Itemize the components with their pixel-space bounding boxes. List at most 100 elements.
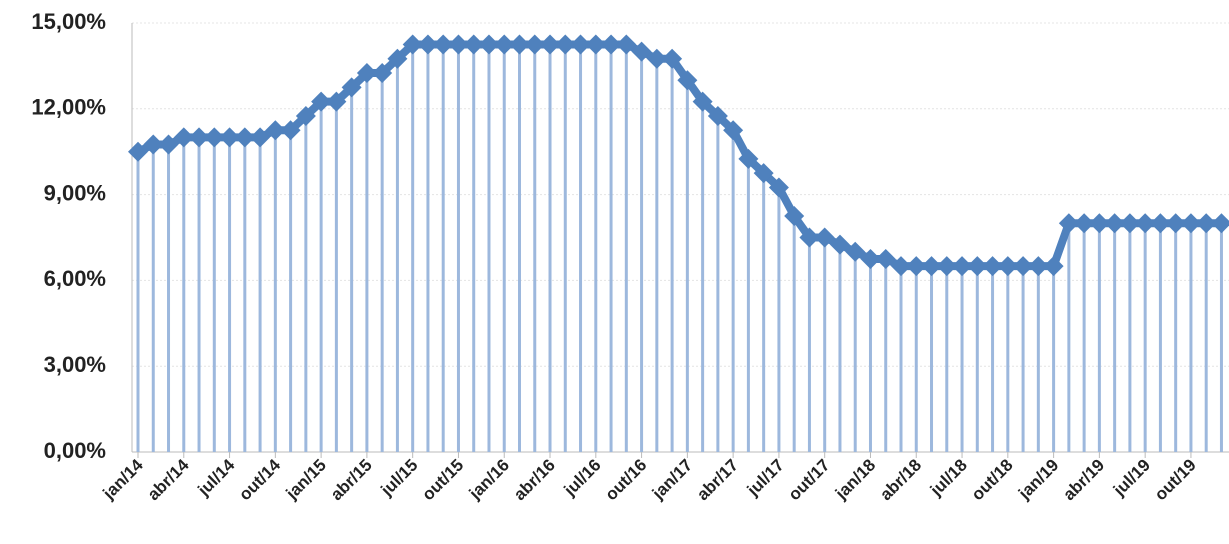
- marker: [417, 34, 438, 55]
- marker: [372, 63, 393, 84]
- y-tick-label: 3,00%: [44, 352, 106, 377]
- marker: [753, 163, 774, 184]
- x-tick-label: jan/15: [282, 455, 330, 503]
- marker: [494, 34, 515, 55]
- marker: [1043, 256, 1064, 277]
- x-tick-label: jul/17: [743, 455, 788, 500]
- x-tick-label: out/18: [968, 455, 1017, 504]
- marker: [1180, 213, 1201, 234]
- y-tick-label: 0,00%: [44, 438, 106, 463]
- marker: [1089, 213, 1110, 234]
- marker: [1058, 213, 1079, 234]
- marker: [555, 34, 576, 55]
- marker: [906, 256, 927, 277]
- x-tick-label: jan/17: [648, 455, 696, 503]
- marker: [1150, 213, 1171, 234]
- marker: [540, 34, 561, 55]
- marker: [1196, 213, 1217, 234]
- marker: [723, 120, 744, 141]
- x-tick-label: out/17: [785, 455, 834, 504]
- marker: [662, 48, 683, 69]
- marker: [448, 34, 469, 55]
- marker: [524, 34, 545, 55]
- marker: [311, 91, 332, 112]
- x-tick-label: abr/18: [876, 455, 925, 504]
- marker: [265, 120, 286, 141]
- x-tick-label: jul/18: [926, 455, 971, 500]
- y-tick-label: 15,00%: [31, 9, 106, 34]
- marker: [952, 256, 973, 277]
- x-tick-label: out/16: [602, 455, 651, 504]
- y-tick-label: 9,00%: [44, 180, 106, 205]
- marker: [173, 127, 194, 148]
- marker: [707, 105, 728, 126]
- marker: [860, 248, 881, 269]
- marker: [463, 34, 484, 55]
- x-tick-label: jul/16: [560, 455, 605, 500]
- series-line: [136, 40, 1222, 271]
- marker: [326, 91, 347, 112]
- marker: [128, 141, 148, 162]
- marker: [1074, 213, 1095, 234]
- marker: [967, 256, 988, 277]
- marker: [601, 34, 622, 55]
- marker: [219, 127, 240, 148]
- x-tick-label: jan/16: [465, 455, 513, 503]
- marker: [631, 41, 652, 62]
- marker: [341, 77, 362, 98]
- marker: [478, 34, 499, 55]
- x-tick-label: jan/19: [1014, 455, 1062, 503]
- marker: [1119, 213, 1140, 234]
- marker: [738, 148, 759, 169]
- marker: [143, 134, 164, 155]
- x-tick-label: abr/15: [327, 455, 376, 504]
- marker: [677, 70, 698, 91]
- y-tick-label: 6,00%: [44, 266, 106, 291]
- marker: [585, 34, 606, 55]
- marker: [1165, 213, 1186, 234]
- marker: [921, 256, 942, 277]
- marker: [768, 177, 789, 198]
- marker: [936, 256, 957, 277]
- marker: [616, 34, 637, 55]
- marker: [646, 48, 667, 69]
- marker: [814, 227, 835, 248]
- x-tick-label: abr/19: [1059, 455, 1108, 504]
- marker: [1135, 213, 1156, 234]
- marker: [799, 227, 820, 248]
- marker: [158, 134, 179, 155]
- x-tick-label: jan/18: [831, 455, 879, 503]
- x-tick-label: jul/15: [377, 455, 422, 500]
- marker: [509, 34, 530, 55]
- marker: [982, 256, 1003, 277]
- x-tick-label: out/14: [235, 455, 284, 504]
- marker: [234, 127, 255, 148]
- marker: [280, 120, 301, 141]
- marker: [1028, 256, 1049, 277]
- marker: [891, 256, 911, 277]
- marker: [433, 34, 454, 55]
- marker: [356, 63, 377, 84]
- marker: [997, 256, 1018, 277]
- marker: [692, 91, 713, 112]
- marker: [875, 248, 896, 269]
- x-tick-label: jul/19: [1109, 455, 1154, 500]
- marker: [845, 241, 866, 262]
- marker: [189, 127, 210, 148]
- x-tick-label: jul/14: [194, 455, 239, 500]
- marker: [295, 105, 316, 126]
- marker: [1104, 213, 1125, 234]
- marker: [387, 48, 408, 69]
- marker: [402, 34, 423, 55]
- x-tick-label: abr/14: [144, 455, 193, 504]
- marker: [784, 206, 805, 227]
- marker: [250, 127, 271, 148]
- x-tick-label: abr/17: [693, 455, 742, 504]
- marker: [1211, 213, 1229, 234]
- y-tick-label: 12,00%: [31, 95, 106, 120]
- x-tick-label: abr/16: [510, 455, 559, 504]
- x-tick-label: out/15: [418, 455, 467, 504]
- marker: [1013, 256, 1034, 277]
- marker: [570, 34, 591, 55]
- marker: [829, 234, 850, 255]
